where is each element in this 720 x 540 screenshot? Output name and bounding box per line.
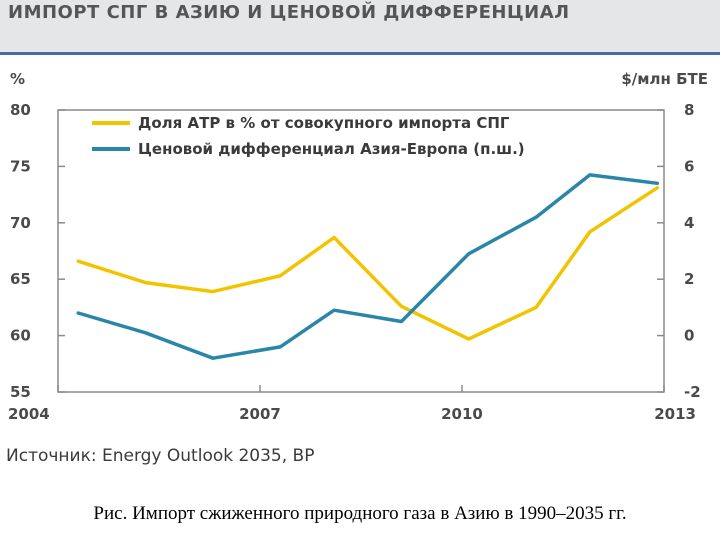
y-left-tick-label: 75: [10, 157, 31, 175]
figure-caption: Рис. Импорт сжиженного природного газа в…: [93, 503, 627, 524]
y-left-tick-label: 80: [10, 101, 31, 119]
chart-axes: 55 60 65 70 75 80 -2 0 2 4 6 8 2004 2007 2010 2013% $/мл…: [8, 70, 708, 423]
y-left-tick-label: 65: [10, 270, 31, 288]
y-left-unit-label: %: [10, 70, 25, 88]
y-right-tick-label: 4: [684, 214, 694, 232]
source-note: Источник: Energy Outlook 2035, BP: [6, 446, 315, 466]
chart-legend: Доля АТР в % от совокупного импорта СПГ Ц…: [92, 114, 525, 158]
y-right-tick-label: 0: [684, 327, 694, 345]
header-banner: ИМПОРТ СПГ В АЗИЮ И ЦЕНОВОЙ ДИФФЕРЕНЦИАЛ: [0, 0, 720, 55]
x-tick-label: 2007: [239, 405, 281, 423]
plot-frame: [57, 109, 665, 393]
series-line-2: [76, 173, 660, 360]
line-chart: 55 60 65 70 75 80 -2 0 2 4 6 8 2004 2007 2010 2013% $/мл…: [8, 70, 708, 423]
y-right-tick-label: 2: [684, 270, 694, 288]
legend-label-2: Ценовой дифференциал Азия-Европа (п.ш.): [138, 140, 525, 158]
y-right-tick-label: 6: [684, 157, 694, 175]
y-right-tick-label: -2: [684, 383, 701, 401]
page-title: ИМПОРТ СПГ В АЗИЮ И ЦЕНОВОЙ ДИФФЕРЕНЦИАЛ: [8, 2, 570, 23]
chart-series: [76, 173, 660, 360]
y-right-tick-label: 8: [684, 101, 694, 119]
series-line-1: [76, 186, 660, 341]
y-left-tick-label: 55: [10, 383, 31, 401]
y-right-unit-label: $/млн БТЕ: [621, 70, 708, 88]
y-left-tick-label: 70: [10, 214, 31, 232]
x-tick-label: 2010: [441, 405, 483, 423]
x-tick-label: 2004: [8, 405, 50, 423]
x-tick-label: 2013: [654, 405, 696, 423]
y-left-tick-label: 60: [10, 327, 31, 345]
legend-label-1: Доля АТР в % от совокупного импорта СПГ: [138, 114, 510, 132]
